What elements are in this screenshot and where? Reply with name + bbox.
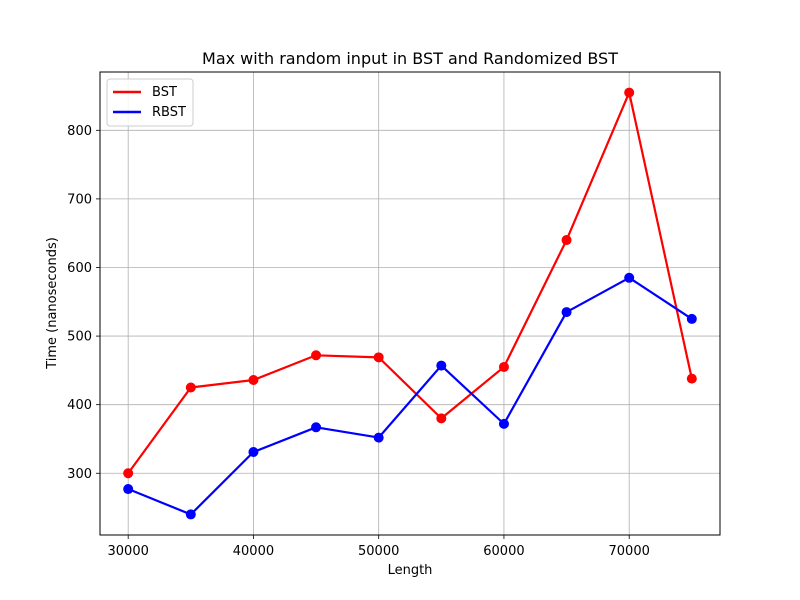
series-line-rbst — [127, 276, 693, 516]
chart-title: Max with random input in BST and Randomi… — [202, 49, 618, 68]
data-point-bst — [561, 235, 572, 246]
legend-label-bst: BST — [152, 85, 177, 100]
data-point-bst — [311, 350, 322, 361]
x-tick-label: 40000 — [233, 544, 274, 559]
x-tick-label: 70000 — [609, 544, 650, 559]
y-tick-label: 700 — [67, 192, 92, 207]
data-point-rbst — [686, 313, 697, 324]
y-tick-label: 300 — [67, 467, 92, 482]
x-axis-label: Length — [388, 563, 433, 578]
data-point-rbst — [123, 484, 134, 495]
series-line-bst — [127, 91, 693, 474]
legend: BST RBST — [106, 78, 194, 127]
data-point-bst — [498, 361, 509, 372]
data-point-rbst — [373, 432, 384, 443]
data-point-bst — [248, 374, 259, 385]
series-group — [123, 87, 697, 520]
data-point-rbst — [185, 509, 196, 520]
x-tick-label: 30000 — [108, 544, 149, 559]
data-point-rbst — [498, 418, 509, 429]
data-point-bst — [123, 468, 134, 479]
data-point-rbst — [561, 307, 572, 318]
plot-frame — [99, 71, 721, 536]
data-point-bst — [436, 413, 447, 424]
y-tick-label: 500 — [67, 330, 92, 345]
data-point-rbst — [311, 422, 322, 433]
grid — [100, 72, 720, 535]
data-point-bst — [373, 352, 384, 363]
x-tick-label: 60000 — [483, 544, 524, 559]
data-point-rbst — [248, 447, 259, 458]
data-point-rbst — [624, 272, 635, 283]
data-point-bst — [686, 373, 697, 384]
data-point-bst — [624, 87, 635, 98]
y-axis-label: Time (nanoseconds) — [45, 237, 60, 370]
axis-ticks: 30000 40000 50000 60000 70000 300 400 500 600 700… — [67, 124, 650, 559]
y-tick-label: 600 — [67, 261, 92, 276]
data-point-rbst — [436, 360, 447, 371]
legend-label-rbst: RBST — [152, 105, 186, 120]
y-tick-label: 400 — [67, 398, 92, 413]
x-tick-label: 50000 — [358, 544, 399, 559]
data-point-bst — [185, 382, 196, 393]
y-tick-label: 800 — [67, 124, 92, 139]
